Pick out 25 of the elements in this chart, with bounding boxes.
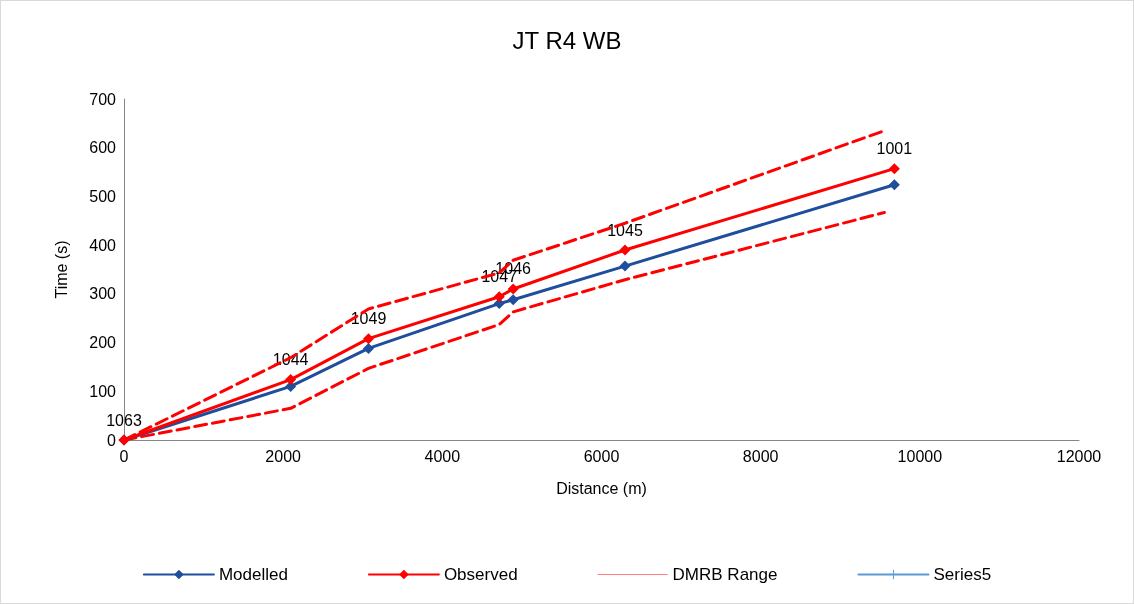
y-tick-label: 700 [89,90,117,108]
chart-title: JT R4 WB [512,26,622,54]
annotation: 1063 [106,411,142,429]
y-tick-label: 300 [89,285,117,303]
x-tick-label: 10000 [897,447,943,465]
legend-label: Modelled [218,565,288,584]
x-tick-label: 6000 [583,447,620,465]
y-tick-label: 500 [89,187,117,205]
x-tick-label: 0 [119,447,129,465]
annotation: 1001 [876,140,913,158]
y-axis-title: Time (s) [52,240,70,299]
x-tick-label: 4000 [424,447,461,465]
y-tick-label: 400 [89,236,117,254]
x-tick-label: 8000 [742,447,779,465]
x-tick-label: 2000 [265,447,302,465]
legend-label: DMRB Range [672,565,778,584]
y-tick-label: 600 [89,139,117,157]
x-tick-label: 12000 [1056,447,1102,465]
y-tick-label: 200 [89,334,117,352]
legend-label: Series5 [933,565,992,584]
x-axis-title: Distance (m) [556,479,647,497]
y-tick-label: 100 [89,382,117,400]
y-tick-label: 0 [107,431,117,449]
annotation: 1045 [607,221,643,239]
legend-label: Observed [443,565,518,584]
